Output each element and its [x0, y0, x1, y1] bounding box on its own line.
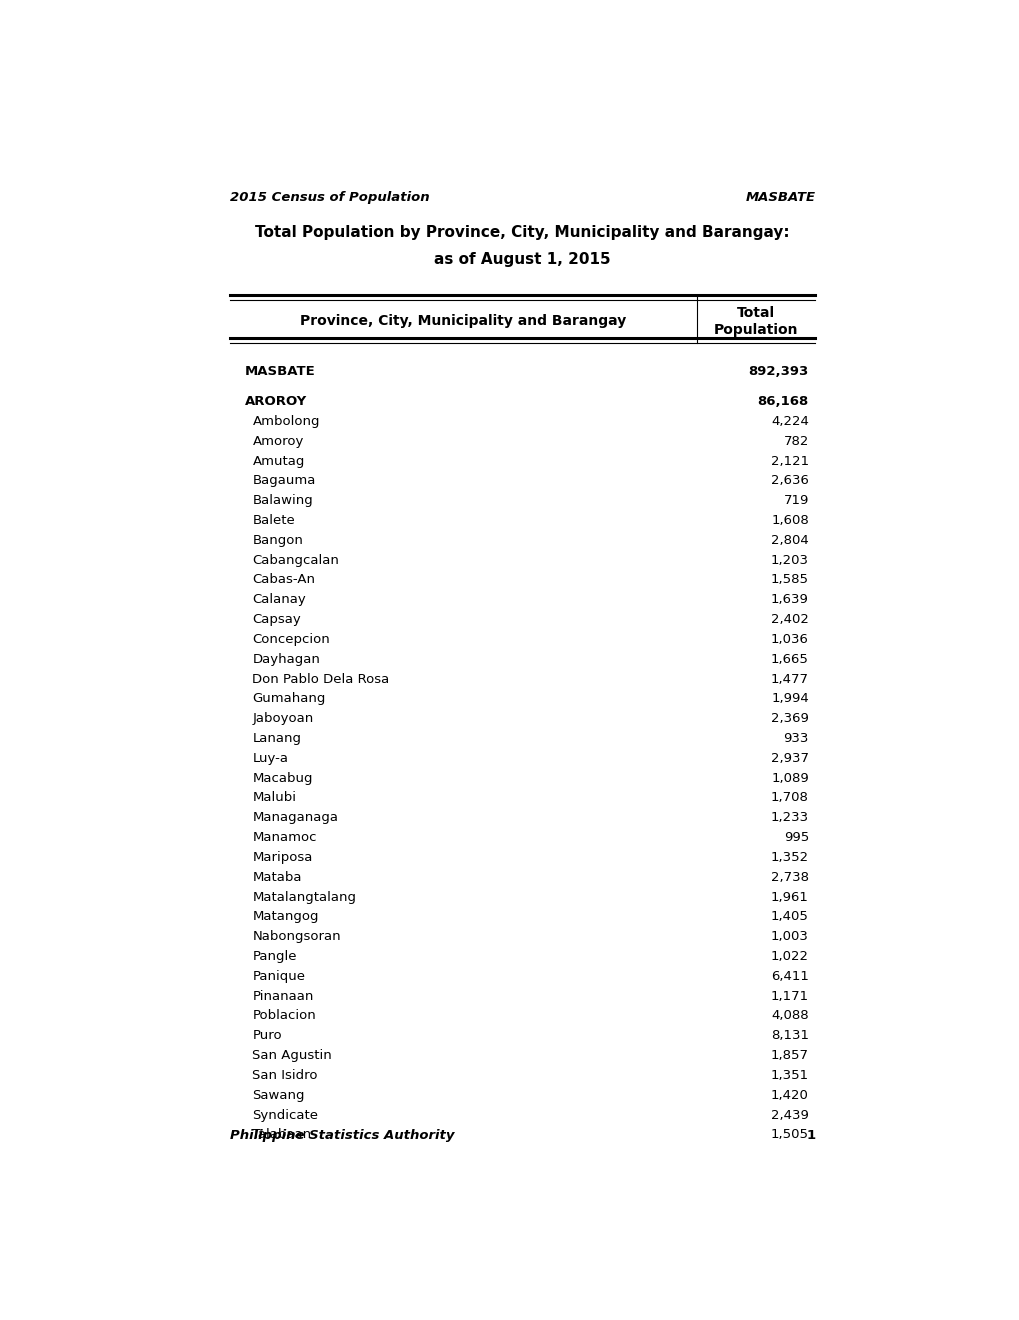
Text: 1,585: 1,585: [770, 573, 808, 586]
Text: as of August 1, 2015: as of August 1, 2015: [434, 252, 610, 267]
Text: Capsay: Capsay: [252, 612, 301, 626]
Text: 1,405: 1,405: [770, 911, 808, 924]
Text: Jaboyoan: Jaboyoan: [252, 713, 313, 725]
Text: Malubi: Malubi: [252, 792, 297, 804]
Text: Cabangcalan: Cabangcalan: [252, 553, 339, 566]
Text: Talabaan: Talabaan: [252, 1129, 311, 1142]
Text: 1,505: 1,505: [770, 1129, 808, 1142]
Text: 1,022: 1,022: [770, 950, 808, 964]
Text: Pangle: Pangle: [252, 950, 297, 964]
Text: Balete: Balete: [252, 513, 294, 527]
Text: 2,369: 2,369: [770, 713, 808, 725]
Text: MASBATE: MASBATE: [245, 366, 315, 378]
Text: Balawing: Balawing: [252, 494, 313, 507]
Text: Cabas-An: Cabas-An: [252, 573, 315, 586]
Text: 1,351: 1,351: [770, 1069, 808, 1082]
Text: Matalangtalang: Matalangtalang: [252, 891, 356, 904]
Text: 1,639: 1,639: [770, 593, 808, 606]
Text: Philippine Statistics Authority: Philippine Statistics Authority: [230, 1130, 454, 1142]
Text: Province, City, Municipality and Barangay: Province, City, Municipality and Baranga…: [300, 314, 626, 329]
Text: Ambolong: Ambolong: [252, 414, 320, 428]
Text: 86,168: 86,168: [757, 395, 808, 408]
Text: 1,608: 1,608: [770, 513, 808, 527]
Text: Total Population by Province, City, Municipality and Barangay:: Total Population by Province, City, Muni…: [255, 224, 790, 240]
Text: Bangon: Bangon: [252, 533, 303, 546]
Text: Gumahang: Gumahang: [252, 693, 325, 705]
Text: Pinanaan: Pinanaan: [252, 990, 314, 1003]
Text: 719: 719: [783, 494, 808, 507]
Text: 2,738: 2,738: [770, 871, 808, 884]
Text: Total: Total: [736, 306, 774, 319]
Text: 1,352: 1,352: [770, 851, 808, 863]
Text: Lanang: Lanang: [252, 733, 301, 744]
Text: 2,804: 2,804: [770, 533, 808, 546]
Text: Luy-a: Luy-a: [252, 752, 288, 764]
Text: 2,636: 2,636: [770, 474, 808, 487]
Text: 1,233: 1,233: [770, 812, 808, 824]
Text: 1,171: 1,171: [770, 990, 808, 1003]
Text: 1,961: 1,961: [770, 891, 808, 904]
Text: Puro: Puro: [252, 1030, 281, 1043]
Text: 1: 1: [805, 1130, 814, 1142]
Text: San Agustin: San Agustin: [252, 1049, 332, 1063]
Text: AROROY: AROROY: [245, 395, 307, 408]
Text: Managanaga: Managanaga: [252, 812, 338, 824]
Text: 1,003: 1,003: [770, 931, 808, 944]
Text: Manamoc: Manamoc: [252, 832, 317, 843]
Text: 2,402: 2,402: [770, 612, 808, 626]
Text: 1,665: 1,665: [770, 652, 808, 665]
Text: Calanay: Calanay: [252, 593, 306, 606]
Text: 1,708: 1,708: [770, 792, 808, 804]
Text: 2,121: 2,121: [770, 454, 808, 467]
Text: Amoroy: Amoroy: [252, 434, 304, 447]
Text: Macabug: Macabug: [252, 772, 313, 784]
Text: 1,420: 1,420: [770, 1089, 808, 1102]
Text: 1,857: 1,857: [770, 1049, 808, 1063]
Text: 1,477: 1,477: [770, 673, 808, 685]
Text: San Isidro: San Isidro: [252, 1069, 318, 1082]
Text: 6,411: 6,411: [770, 970, 808, 983]
Text: 1,994: 1,994: [770, 693, 808, 705]
Text: Syndicate: Syndicate: [252, 1109, 318, 1122]
Text: Mariposa: Mariposa: [252, 851, 313, 863]
Text: 782: 782: [783, 434, 808, 447]
Text: Concepcion: Concepcion: [252, 632, 330, 645]
Text: 4,224: 4,224: [770, 414, 808, 428]
Text: 1,036: 1,036: [770, 632, 808, 645]
Text: Nabongsoran: Nabongsoran: [252, 931, 340, 944]
Text: 8,131: 8,131: [770, 1030, 808, 1043]
Text: MASBATE: MASBATE: [745, 191, 814, 205]
Text: Poblacion: Poblacion: [252, 1010, 316, 1023]
Text: Don Pablo Dela Rosa: Don Pablo Dela Rosa: [252, 673, 389, 685]
Text: 995: 995: [783, 832, 808, 843]
Text: 4,088: 4,088: [770, 1010, 808, 1023]
Text: Population: Population: [713, 323, 798, 337]
Text: 892,393: 892,393: [748, 366, 808, 378]
Text: 1,203: 1,203: [770, 553, 808, 566]
Text: 933: 933: [783, 733, 808, 744]
Text: Matangog: Matangog: [252, 911, 319, 924]
Text: Amutag: Amutag: [252, 454, 305, 467]
Text: 2,937: 2,937: [770, 752, 808, 764]
Text: 2,439: 2,439: [770, 1109, 808, 1122]
Text: Dayhagan: Dayhagan: [252, 652, 320, 665]
Text: Sawang: Sawang: [252, 1089, 305, 1102]
Text: 1,089: 1,089: [770, 772, 808, 784]
Text: Mataba: Mataba: [252, 871, 302, 884]
Text: 2015 Census of Population: 2015 Census of Population: [230, 191, 429, 205]
Text: Panique: Panique: [252, 970, 305, 983]
Text: Bagauma: Bagauma: [252, 474, 316, 487]
